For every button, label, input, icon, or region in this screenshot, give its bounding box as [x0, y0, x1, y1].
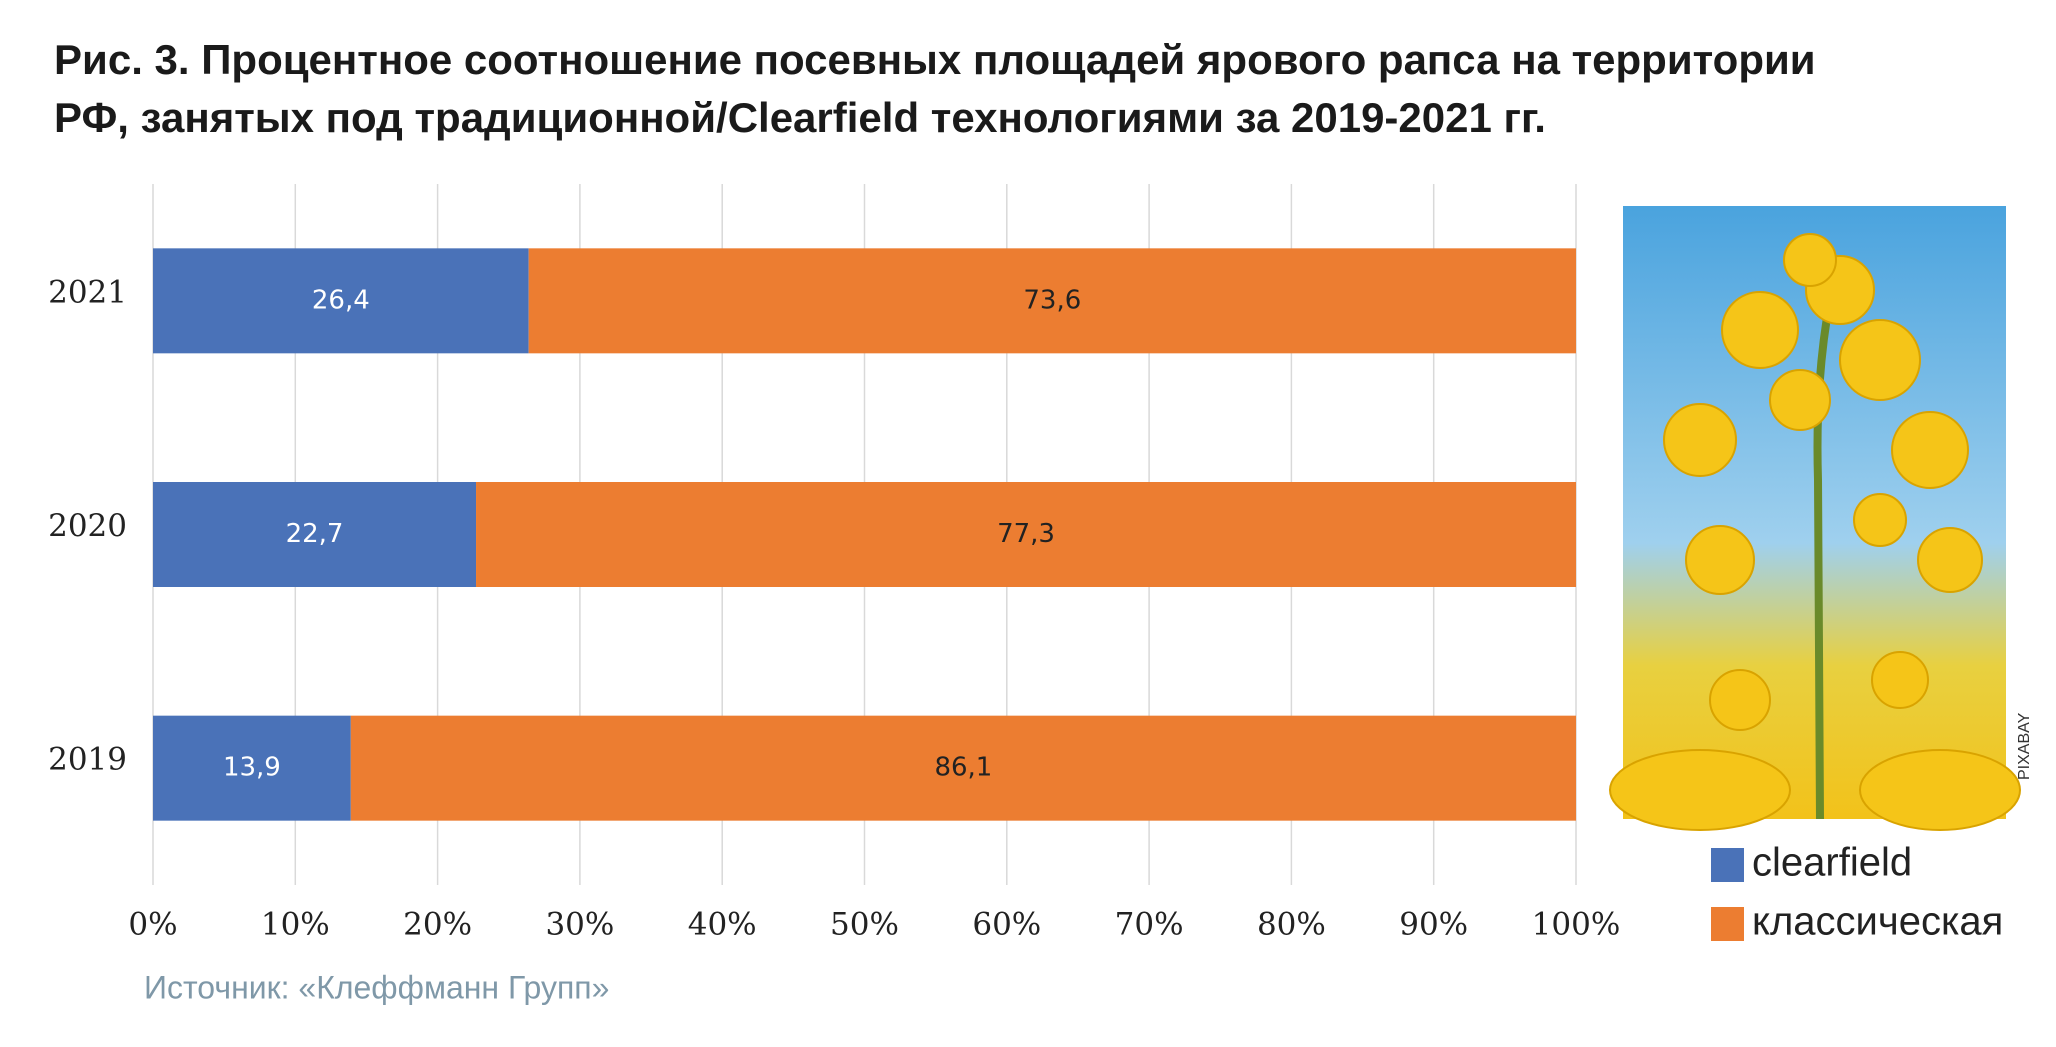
y-tick-label: 2021	[48, 274, 127, 310]
photo	[1609, 206, 2021, 831]
photo-credit: PIXABAY	[2016, 712, 2033, 780]
x-tick-label: 50%	[830, 907, 899, 943]
bar-segment	[350, 715, 1576, 821]
x-tick-label: 60%	[972, 907, 1041, 943]
x-tick-label: 80%	[1257, 907, 1326, 943]
y-tick-label: 2019	[48, 742, 127, 778]
chart-title: РФ, занятых под традиционной/Clearfield …	[54, 94, 1546, 141]
data-label: 86,1	[934, 753, 992, 783]
data-label: 77,3	[997, 519, 1055, 549]
x-tick-label: 40%	[688, 907, 757, 943]
y-tick-label: 2020	[48, 508, 127, 544]
legend-swatch	[1711, 848, 1744, 882]
data-label: 73,6	[1023, 285, 1081, 315]
x-tick-label: 100%	[1532, 907, 1621, 943]
bar-segment	[153, 715, 351, 821]
x-tick-label: 70%	[1115, 907, 1184, 943]
chart-title: Рис. 3. Процентное соотношение посевных …	[54, 36, 1816, 83]
bar-segment	[528, 248, 1576, 354]
bar-segment	[476, 482, 1576, 587]
x-tick-label: 20%	[403, 907, 472, 943]
data-label: 26,4	[312, 285, 370, 315]
legend-label: clearfield	[1752, 841, 1912, 885]
x-tick-label: 10%	[261, 907, 330, 943]
legend-label: классическая	[1752, 900, 2003, 944]
source: Источник: «Клеффманн Групп»	[144, 969, 609, 1005]
x-tick-label: 30%	[545, 907, 614, 943]
x-tick-label: 0%	[128, 907, 177, 943]
x-tick-label: 90%	[1399, 907, 1468, 943]
data-label: 22,7	[286, 519, 344, 549]
bar-segment	[153, 482, 477, 587]
data-label: 13,9	[223, 753, 281, 783]
bar-segment	[153, 248, 529, 354]
legend-swatch	[1711, 907, 1744, 941]
